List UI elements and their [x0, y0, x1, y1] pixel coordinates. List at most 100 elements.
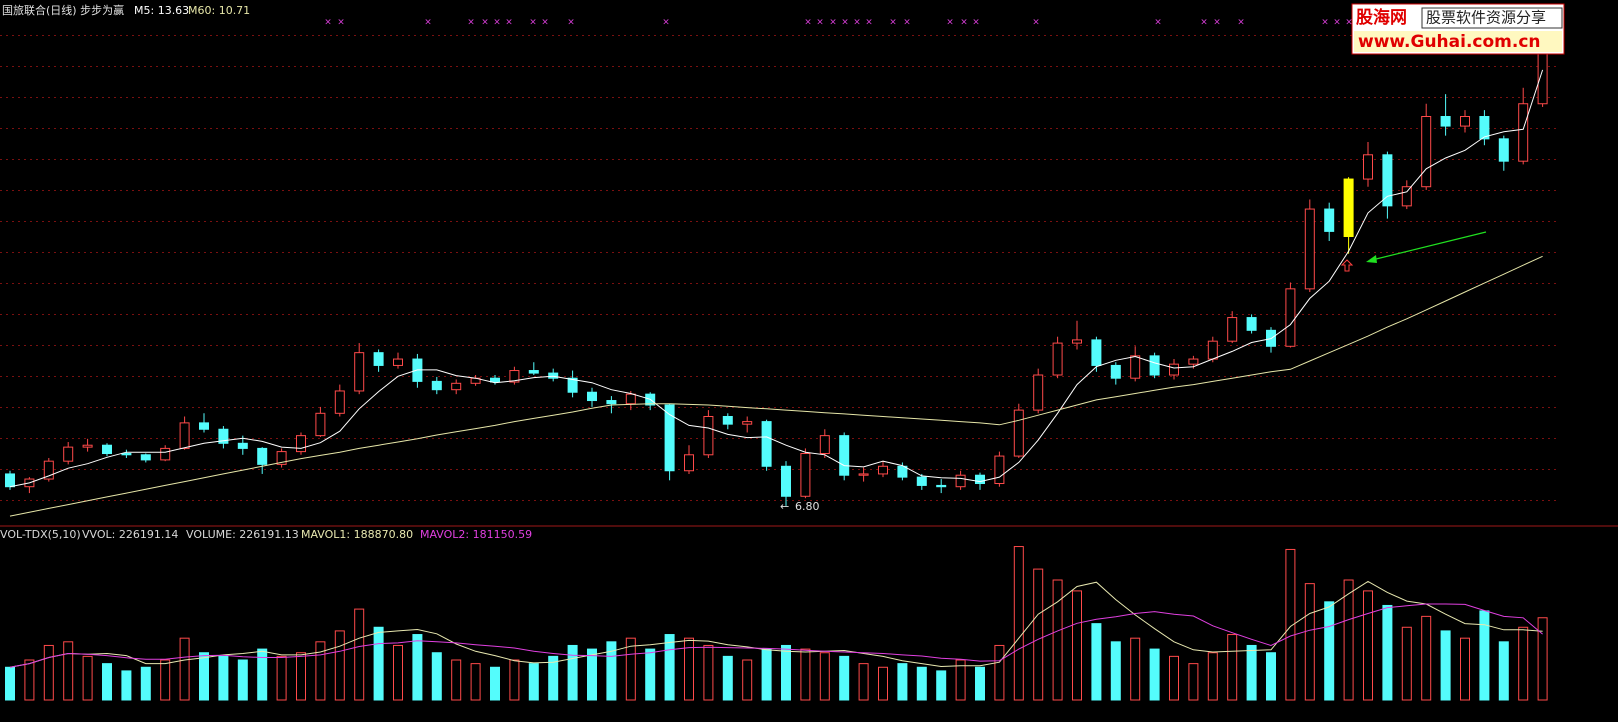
volume-bar: [24, 659, 35, 701]
volume-bar: [1052, 579, 1063, 701]
signal-mark: ×: [424, 18, 432, 28]
volume-bar: [567, 644, 578, 701]
signal-mark: ×: [662, 18, 670, 28]
watermark-name: 股海网: [1356, 7, 1407, 28]
candle-body: [625, 393, 636, 405]
volume-bar: [1188, 663, 1199, 701]
candle-body: [1285, 288, 1296, 347]
volume-bar: [994, 644, 1005, 701]
volume-bar: [1498, 641, 1509, 701]
signal-mark: ×: [816, 18, 824, 28]
candle-body: [1498, 138, 1509, 162]
signal-mark: ×: [853, 18, 861, 28]
candle-body: [936, 484, 947, 488]
candle-body: [994, 455, 1005, 485]
signal-mark: ×: [567, 18, 575, 28]
volume-bar: [1382, 604, 1393, 701]
volume-bar: [412, 634, 423, 701]
candle-body: [819, 435, 830, 455]
candle-body: [664, 404, 675, 472]
candle-body: [897, 465, 908, 478]
volume-bar: [761, 648, 772, 701]
volume-bar: [1304, 583, 1315, 701]
volume-bar: [664, 634, 675, 701]
watermark-slogan: 股票软件资源分享: [1426, 9, 1546, 27]
volume-bar: [334, 630, 345, 701]
volume-bar: [63, 641, 74, 701]
green-arrow: [1371, 231, 1487, 261]
candle-body: [509, 370, 520, 383]
watermark: 股海网 股票软件资源分享 www.Guhai.com.cn: [1351, 3, 1565, 55]
candle-body: [1207, 340, 1218, 360]
candle-body: [276, 451, 287, 465]
candle-body: [218, 428, 229, 444]
candle-body: [916, 476, 927, 486]
signal-mark: ×: [1321, 18, 1329, 28]
volume-bar: [819, 652, 830, 701]
signal-mark: ×: [541, 18, 549, 28]
volume-bar: [897, 663, 908, 701]
candle-body: [1110, 364, 1121, 379]
candle-body: [334, 390, 345, 414]
candle-body: [587, 391, 597, 402]
volume-bar: [315, 641, 326, 701]
ma-line: [9, 69, 1544, 488]
volume-bar: [1072, 590, 1082, 701]
candle-body: [800, 453, 811, 497]
signal-mark: ×: [1200, 18, 1208, 28]
candle-body: [373, 352, 384, 366]
candle-body: [82, 444, 93, 448]
signal-mark: ×: [505, 18, 513, 28]
candle-body: [121, 453, 132, 456]
volume-bar: [645, 648, 656, 701]
volume-bar: [373, 626, 384, 701]
volume-bar: [1421, 615, 1432, 701]
signal-mark: ×: [903, 18, 911, 28]
volume-bar: [43, 644, 54, 701]
candle-body: [955, 474, 966, 488]
low-arrow: ←: [780, 500, 789, 513]
candle-body: [1440, 116, 1451, 127]
green-arrow-head: [1366, 255, 1377, 263]
volume-bar: [1169, 655, 1179, 701]
candle-body: [606, 400, 617, 405]
volume-bar: [470, 663, 481, 701]
candle-body: [1304, 208, 1315, 290]
chart-title: 国旅联合(日线) 步步为赢: [2, 3, 124, 17]
volume-bar: [276, 655, 287, 701]
candle-body: [1460, 116, 1470, 127]
candle-body: [1033, 374, 1044, 411]
volume-bar: [102, 663, 112, 701]
volume-bar: [1266, 652, 1276, 701]
candle-body: [528, 370, 539, 374]
candle-body: [1363, 154, 1373, 180]
candle-body: [102, 444, 112, 455]
volume-bar: [5, 666, 15, 701]
signal-mark: ×: [1213, 18, 1221, 28]
candle-body: [1401, 186, 1412, 207]
volume-bar: [296, 652, 306, 701]
ma-line: [9, 580, 1543, 668]
volume-bar: [1343, 579, 1354, 701]
volume-bar: [354, 608, 365, 701]
signal-mark: ×: [529, 18, 537, 28]
candle-body: [1072, 339, 1082, 344]
candle-body: [1149, 355, 1160, 376]
watermark-url: www.Guhai.com.cn: [1358, 32, 1541, 52]
candle-body: [296, 435, 306, 453]
candle-body: [179, 422, 190, 449]
candle-body: [1130, 355, 1141, 379]
volume-bar: [1013, 546, 1024, 701]
candle-body: [858, 473, 869, 476]
volume-bar: [1518, 626, 1529, 701]
mavol-label: MAVOL1: 188870.80: [301, 528, 413, 541]
volume-bar: [199, 652, 209, 701]
candle-body: [315, 412, 326, 437]
candle-body: [567, 377, 578, 393]
candle-body: [140, 454, 151, 461]
volume-bar: [916, 666, 927, 701]
candle-body: [1091, 339, 1102, 366]
candle-body: [722, 415, 733, 425]
candle-body: [43, 460, 54, 480]
candle-body: [878, 465, 888, 475]
